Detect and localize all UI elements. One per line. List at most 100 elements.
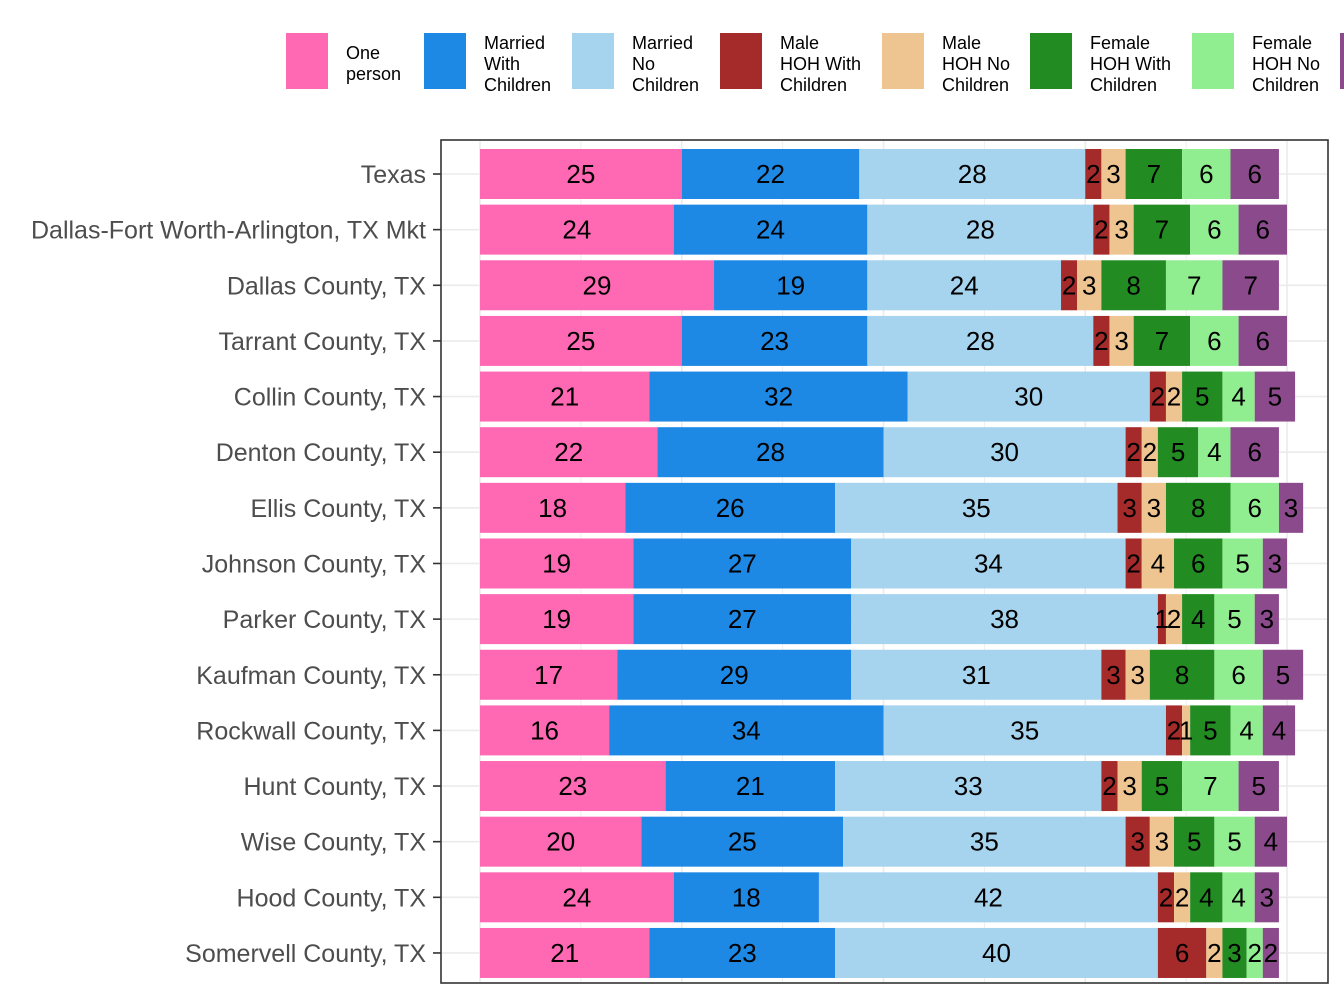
bar-segment bbox=[480, 538, 634, 589]
data-label: 5 bbox=[1227, 604, 1241, 634]
bar-segment bbox=[633, 538, 852, 589]
bar-segment bbox=[480, 761, 666, 812]
data-label: 5 bbox=[1187, 827, 1201, 857]
bar-segment bbox=[480, 315, 682, 366]
y-tick-label: Tarrant County, TX bbox=[219, 328, 427, 356]
bar-segment bbox=[1254, 371, 1296, 422]
data-label: 38 bbox=[990, 604, 1019, 634]
data-label: 2 bbox=[1167, 382, 1181, 412]
legend-key bbox=[1192, 33, 1234, 89]
bar-segment bbox=[1165, 260, 1223, 311]
bar-segment bbox=[480, 705, 610, 756]
bar-segment bbox=[641, 816, 844, 867]
data-label: 2 bbox=[1247, 938, 1261, 968]
legend-label: Children bbox=[1090, 75, 1157, 95]
bar-segment bbox=[681, 315, 868, 366]
data-label: 5 bbox=[1155, 771, 1169, 801]
data-label: 33 bbox=[954, 771, 983, 801]
legend-label: Children bbox=[632, 75, 699, 95]
data-label: 20 bbox=[546, 827, 575, 857]
bar-segment bbox=[851, 649, 1102, 700]
y-axis: Texas Dallas-Fort Worth-Arlington, TX Mkt… bbox=[31, 161, 441, 968]
bar-segment bbox=[1165, 482, 1231, 533]
bar-segment bbox=[1222, 371, 1255, 422]
legend-label: HOH No bbox=[942, 54, 1010, 74]
bar-segment bbox=[1222, 260, 1279, 311]
bar-segment bbox=[480, 872, 674, 923]
legend-label: Married bbox=[632, 33, 693, 53]
data-label: 24 bbox=[950, 270, 979, 300]
y-tick-label: Denton County, TX bbox=[216, 439, 427, 467]
bar-segment bbox=[1093, 204, 1110, 255]
data-label: 6 bbox=[1256, 215, 1270, 245]
bar-segment bbox=[1093, 315, 1110, 366]
bar-segment bbox=[1157, 872, 1175, 923]
bar-segment bbox=[1262, 705, 1296, 756]
bar-segment bbox=[867, 204, 1094, 255]
data-label: 6 bbox=[1247, 159, 1261, 189]
bar-segment bbox=[883, 427, 1126, 478]
bar-segment bbox=[1230, 705, 1263, 756]
bar-segment bbox=[1133, 204, 1191, 255]
data-label: 6 bbox=[1207, 326, 1221, 356]
bar-segment bbox=[1141, 482, 1166, 533]
data-label: 19 bbox=[776, 270, 805, 300]
bar-segment bbox=[1125, 538, 1142, 589]
data-label: 21 bbox=[550, 382, 579, 412]
data-label: 24 bbox=[562, 215, 591, 245]
data-label: 2 bbox=[1126, 548, 1140, 578]
data-label: 2 bbox=[1264, 938, 1278, 968]
bar-segment bbox=[1230, 482, 1279, 533]
bar-segment bbox=[1222, 927, 1247, 978]
bar-segment bbox=[657, 427, 884, 478]
data-label: 35 bbox=[1010, 715, 1039, 745]
legend-label: Children bbox=[942, 75, 1009, 95]
bar-segment bbox=[1214, 816, 1255, 867]
data-label: 2 bbox=[1207, 938, 1221, 968]
data-label: 30 bbox=[990, 437, 1019, 467]
data-label: 3 bbox=[1155, 827, 1169, 857]
legend-label: HOH With bbox=[1090, 54, 1171, 74]
bar-segment bbox=[480, 927, 650, 978]
bar-segment bbox=[1165, 705, 1183, 756]
data-label: 5 bbox=[1195, 382, 1209, 412]
y-tick-label: Parker County, TX bbox=[223, 606, 427, 634]
bar-segment bbox=[835, 927, 1158, 978]
y-tick-label: Dallas-Fort Worth-Arlington, TX Mkt bbox=[31, 217, 426, 245]
bar-segment bbox=[1101, 149, 1126, 199]
data-label: 4 bbox=[1191, 604, 1205, 634]
bar-segment bbox=[1061, 260, 1078, 311]
bar-segment bbox=[1206, 927, 1223, 978]
bar-segment bbox=[851, 538, 1126, 589]
bar-segment bbox=[1141, 427, 1158, 478]
data-label: 1 bbox=[1179, 715, 1193, 745]
legend-label: Children bbox=[780, 75, 847, 95]
data-label: 31 bbox=[962, 660, 991, 690]
legend-key bbox=[882, 33, 924, 89]
legend-key bbox=[572, 33, 614, 89]
data-label: 2 bbox=[1151, 382, 1165, 412]
bar-segment bbox=[1230, 427, 1279, 478]
data-label: 5 bbox=[1227, 827, 1241, 857]
data-label: 27 bbox=[728, 548, 757, 578]
data-label: 17 bbox=[534, 660, 563, 690]
bar-segment bbox=[1101, 761, 1118, 812]
bar-segment bbox=[1085, 149, 1102, 199]
data-label: 3 bbox=[1260, 882, 1274, 912]
legend-key bbox=[1030, 33, 1072, 89]
data-label: 6 bbox=[1175, 938, 1189, 968]
bar-segment bbox=[1190, 204, 1239, 255]
bar-segment bbox=[818, 872, 1158, 923]
data-label: 1 bbox=[1155, 604, 1169, 634]
data-label: 4 bbox=[1207, 437, 1221, 467]
data-label: 28 bbox=[966, 326, 995, 356]
data-label: 3 bbox=[1284, 493, 1298, 523]
data-label: 7 bbox=[1243, 270, 1257, 300]
data-label: 3 bbox=[1268, 548, 1282, 578]
legend-label: One bbox=[346, 43, 380, 63]
data-label: 3 bbox=[1106, 660, 1120, 690]
data-label: 4 bbox=[1272, 715, 1286, 745]
bar-segment bbox=[1238, 761, 1279, 812]
data-label: 6 bbox=[1199, 159, 1213, 189]
data-label: 2 bbox=[1062, 270, 1076, 300]
